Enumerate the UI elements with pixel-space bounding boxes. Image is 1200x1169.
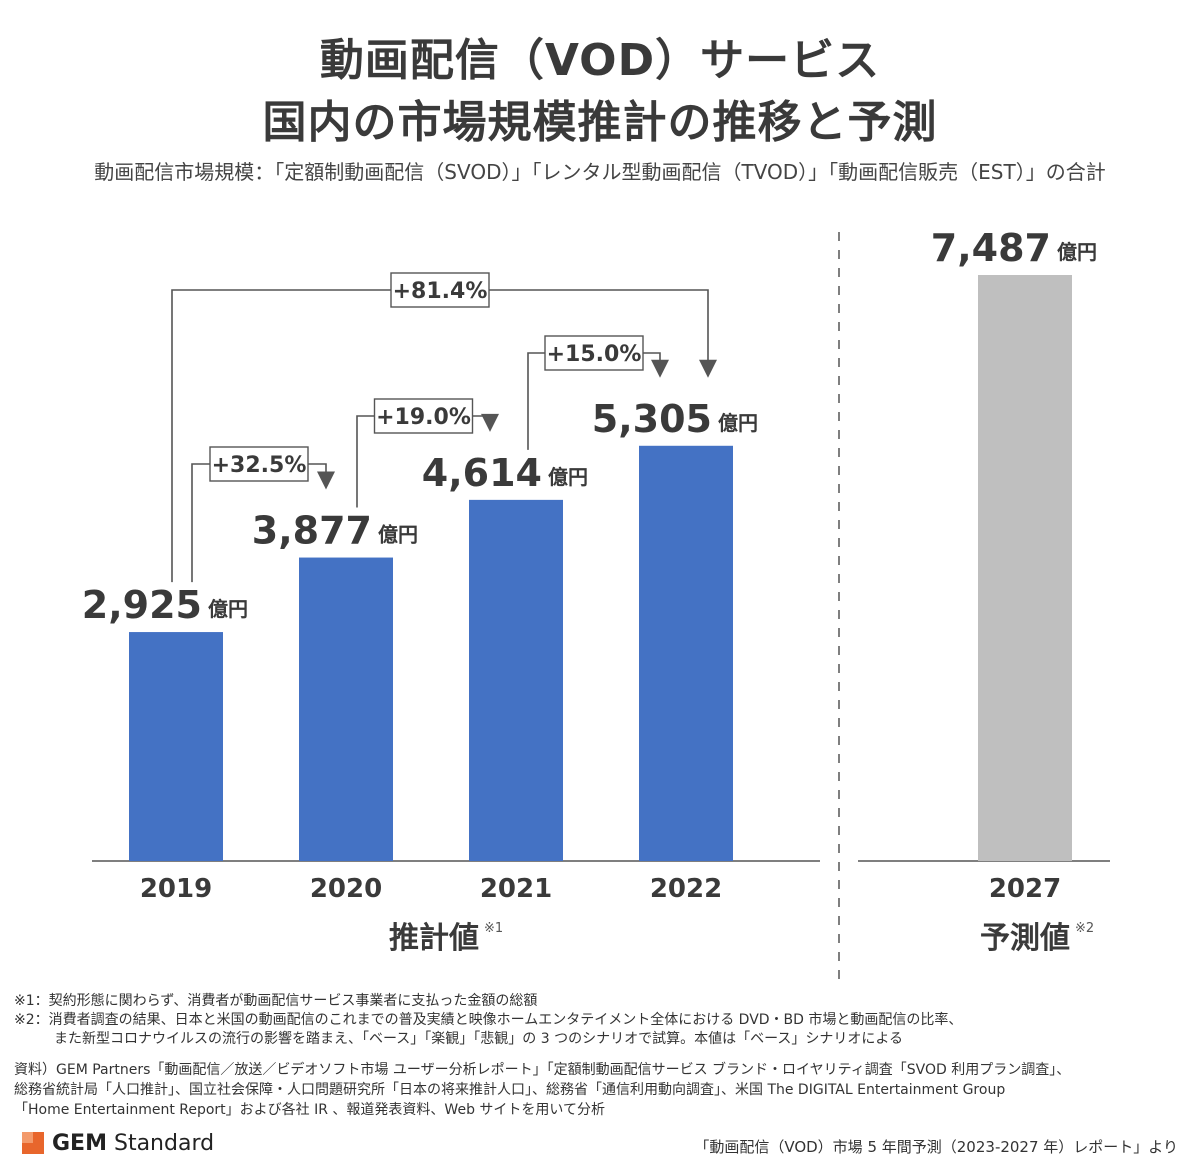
source-line-2: 総務省統計局「人口推計」、国立社会保障・人口問題研究所「日本の将来推計人口」、総… <box>14 1082 1006 1098</box>
unit-label-2019: 億円 <box>208 597 248 621</box>
logo-mark-icon <box>22 1132 44 1154</box>
note-2-cont: また新型コロナウイルスの流行の影響を踏まえ、「ベース」「楽観」「悲観」の 3 つ… <box>54 1031 903 1047</box>
unit-label-2022: 億円 <box>718 411 758 435</box>
growth-label-2: +19.0% <box>376 405 471 430</box>
note-2: ※2：消費者調査の結果、日本と米国の動画配信のこれまでの普及実績と映像ホームエン… <box>14 1012 963 1028</box>
value-label-2019: 2,925 <box>82 583 202 627</box>
unit-label-2020: 億円 <box>378 523 418 547</box>
growth-label-1: +32.5% <box>212 453 307 478</box>
growth-box-1 <box>209 446 309 482</box>
growth-label-3: +15.0% <box>547 342 642 367</box>
growth-arrow-4 <box>699 359 717 378</box>
bar-2019 <box>129 632 223 861</box>
report-credit: 「動画配信（VOD）市場 5 年間予測（2023-2027 年）レポート」より <box>694 1138 1178 1156</box>
growth-box-4 <box>390 272 490 308</box>
category-label-2027: 2027 <box>989 874 1061 904</box>
note-1: ※1：契約形態に関わらず、消費者が動画配信サービス事業者に支払った金額の総額 <box>14 993 538 1009</box>
source-line-3: 「Home Entertainment Report」および各社 IR 、報道発… <box>14 1102 605 1118</box>
chart-title-line1: 動画配信（VOD）サービス <box>319 35 881 86</box>
unit-label-2021: 億円 <box>548 465 588 489</box>
logo-text: GEM Standard <box>52 1130 215 1156</box>
category-label-2022: 2022 <box>650 874 722 904</box>
growth-box-3 <box>544 335 644 371</box>
chart-subtitle: 動画配信市場規模：「定額制動画配信（SVOD）」「レンタル型動画配信（TVOD）… <box>94 160 1106 184</box>
bar-2021 <box>469 499 563 861</box>
growth-label-4: +81.4% <box>393 279 488 304</box>
unit-label-2027: 億円 <box>1057 240 1097 264</box>
value-label-2021: 4,614 <box>422 451 542 495</box>
sources: 資料）GEM Partners「動画配信／放送／ビデオソフト市場 ユーザー分析レ… <box>14 1060 1070 1120</box>
bar-2027 <box>978 275 1072 861</box>
value-label-2020: 3,877 <box>252 509 372 553</box>
growth-arrow-1 <box>317 471 335 490</box>
category-label-2021: 2021 <box>480 874 552 904</box>
chart-title-line2: 国内の市場規模推計の推移と予測 <box>262 97 938 148</box>
group-note-2: ※2 <box>1075 921 1094 936</box>
growth-arrow-2 <box>481 413 499 432</box>
group-note-1: ※1 <box>484 921 503 936</box>
bar-2022 <box>639 445 733 861</box>
category-label-2019: 2019 <box>140 874 212 904</box>
growth-arrow-3 <box>651 359 669 378</box>
growth-box-2 <box>373 398 474 434</box>
source-line-1: 資料）GEM Partners「動画配信／放送／ビデオソフト市場 ユーザー分析レ… <box>14 1062 1071 1078</box>
group-label-1: 推計値 <box>389 921 479 956</box>
value-label-2027: 7,487 <box>931 226 1051 270</box>
bar-2020 <box>299 557 393 861</box>
group-label-2: 予測値 <box>980 921 1070 956</box>
gem-standard-logo: GEM Standard <box>22 1130 214 1156</box>
value-label-2022: 5,305 <box>592 397 712 441</box>
category-label-2020: 2020 <box>310 874 382 904</box>
